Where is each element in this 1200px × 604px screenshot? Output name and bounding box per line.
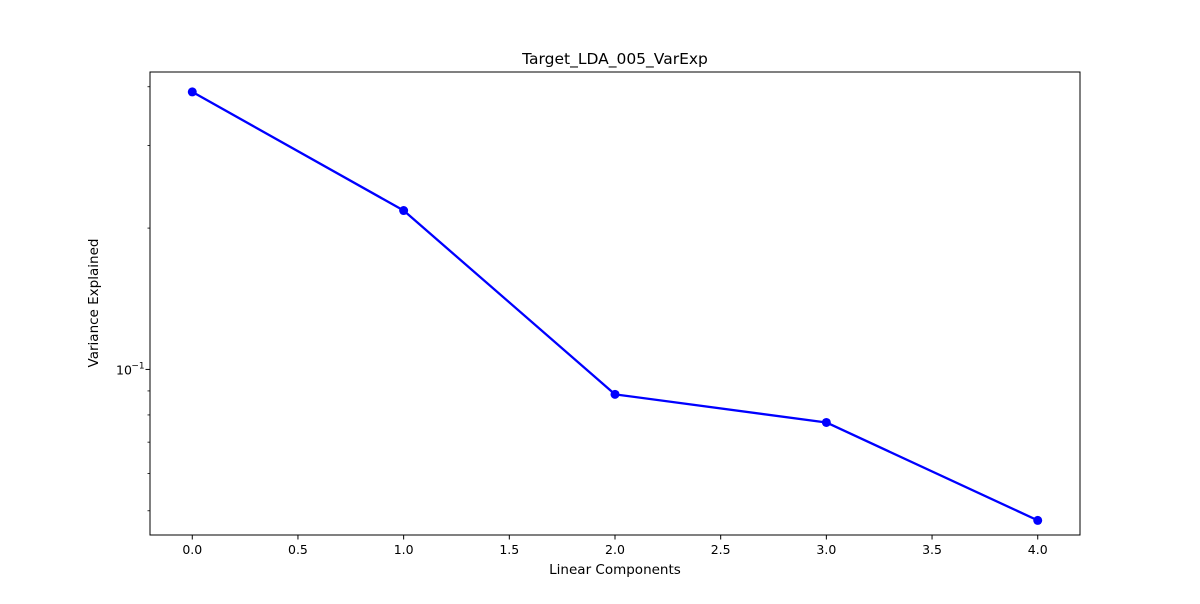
series-line (191, 90, 1039, 522)
data-point (187, 87, 197, 97)
data-point (610, 389, 620, 399)
axes-frame (149, 71, 1081, 536)
y-tick-label-exponent: −1 (131, 361, 144, 371)
x-tick-label: 2.0 (605, 542, 625, 557)
y-tick-label-base: 10 (116, 362, 132, 377)
y-axis-label: Variance Explained (86, 239, 102, 368)
x-tick-label: 3.0 (816, 542, 836, 557)
x-tick-label: 1.0 (394, 542, 414, 557)
plot-area: 0.0 0.5 1.0 1.5 2.0 2.5 3.0 3.5 4.0 10 −1 (116, 71, 1081, 557)
x-axis-label: Linear Components (549, 562, 681, 578)
data-point (821, 417, 831, 427)
data-point (1033, 515, 1043, 525)
x-tick-label: 1.5 (499, 542, 519, 557)
x-tick-label: 0.5 (288, 542, 308, 557)
x-tick-label: 0.0 (182, 542, 202, 557)
data-point (399, 206, 409, 216)
chart-title: Target_LDA_005_VarExp (521, 50, 708, 69)
x-tick-label: 2.5 (711, 542, 731, 557)
x-tick-label: 4.0 (1028, 542, 1048, 557)
x-tick-label: 3.5 (922, 542, 942, 557)
